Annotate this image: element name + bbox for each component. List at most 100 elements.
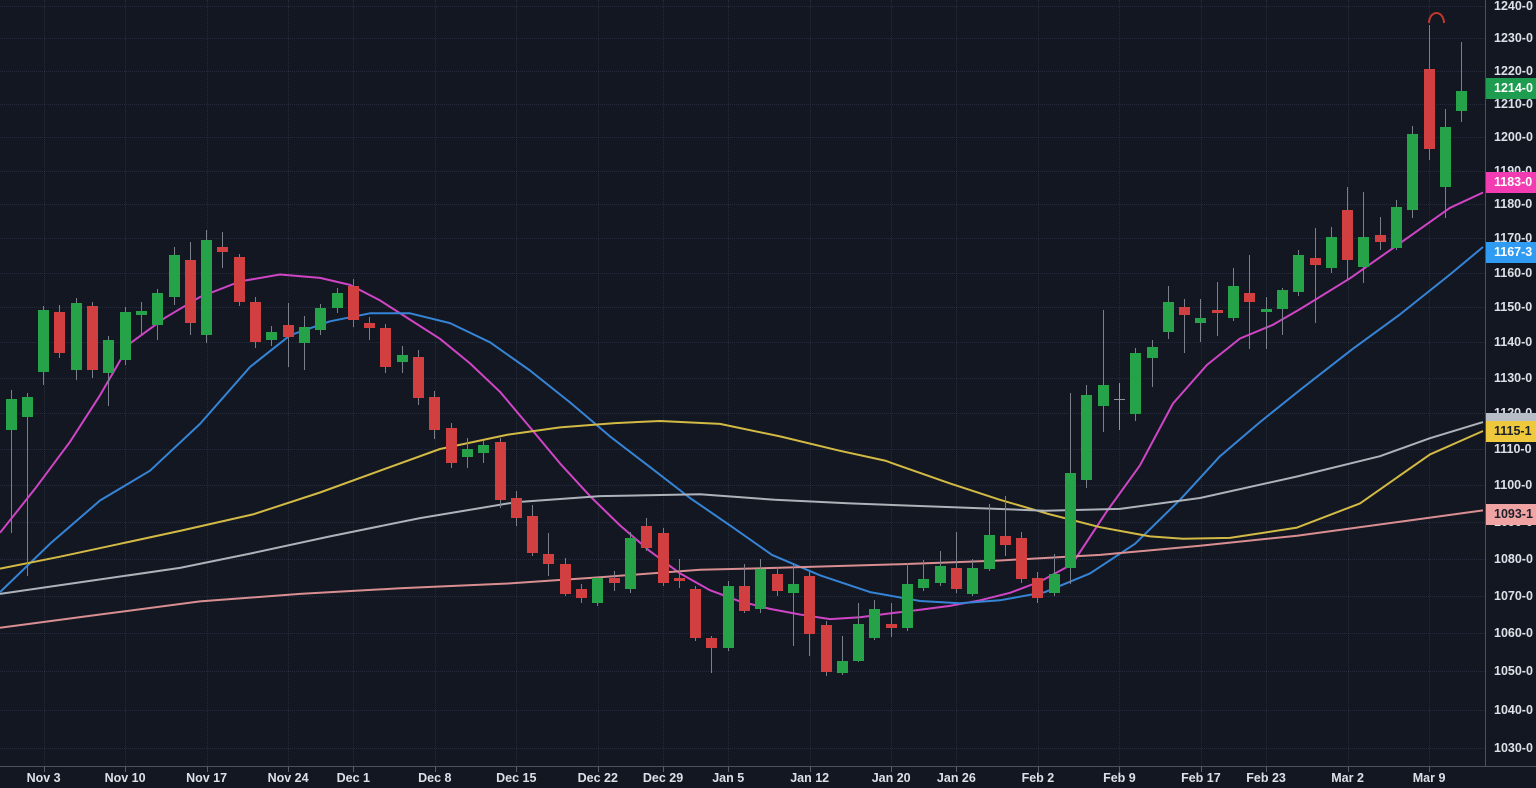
time-tick [353,767,355,772]
candle-wick [1281,287,1283,335]
candle-wick [1314,228,1316,324]
time-tick-label: Mar 2 [1331,771,1364,785]
candle-body [1260,309,1272,313]
date-gridline [434,0,436,766]
candle-nov-7 [103,0,115,766]
time-tick [956,767,958,772]
candle-feb-26 [1309,0,1321,766]
candle-dec-15 [510,0,522,766]
time-tick-label: Feb 17 [1181,771,1221,785]
candle-body [1342,210,1354,261]
ma-mid-value: 1167-3 [1486,242,1536,264]
date-gridline [516,0,518,766]
candle-dec-11 [478,0,490,766]
candle-body [739,585,750,611]
candle-body [836,660,848,673]
candle-body [559,563,571,594]
candle-dec-30 [673,0,685,766]
date-gridline [206,0,208,766]
candle-body [315,308,327,331]
price-axis[interactable]: 1240-0 1230-0 1220-0 1210-0 1200-0 1190-0 1180… [1485,0,1536,766]
arc-annotation[interactable] [1428,12,1445,24]
price-tick-label: 1110-0 [1494,442,1532,456]
candle-nov-25 [298,0,310,766]
candle-wick [369,317,371,341]
time-tick [728,767,730,772]
candle-body [1407,134,1419,211]
candle-jan-26 [950,0,962,766]
date-gridline [1347,0,1349,766]
date-gridline [597,0,599,766]
candle-jan-8 [771,0,783,766]
candle-dec-5 [413,0,424,766]
candle-body [592,577,604,603]
candle-body [1113,398,1125,400]
candle-body [885,623,897,628]
price-tick-label: 1140-0 [1494,335,1533,350]
price-gridline [0,71,1485,73]
candle-body [722,585,734,648]
candle-mar-10 [1439,0,1451,766]
candle-nov-12 [152,0,164,766]
ma-slow-line [0,420,1484,570]
price-gridline [0,137,1485,139]
time-tick-label: Dec 15 [496,771,537,785]
candle-body [1456,90,1468,111]
candle-body [331,292,343,309]
candle-body [576,588,587,598]
candle-feb-4 [1065,0,1076,766]
candle-body [494,442,506,501]
price-tick-label: 1200-0 [1494,130,1533,145]
price-gridline [0,633,1485,635]
candle-body [608,577,620,583]
candle-body [54,312,66,354]
candle-body [771,573,783,591]
ma-fast-value: 1183-0 [1486,171,1536,193]
candle-wick [792,563,794,646]
price-tick-label: 1170-0 [1494,231,1533,246]
date-gridline [1037,0,1039,766]
candle-body [87,306,98,371]
date-gridline [1266,0,1268,766]
time-tick-label: Nov 3 [26,771,61,785]
candle-jan-9 [787,0,799,766]
candle-dec-2 [364,0,376,766]
candle-body [364,323,376,329]
candle-nov-5 [70,0,82,766]
candle-oct-31 [21,0,33,766]
date-gridline [1119,0,1121,766]
time-tick [1037,767,1039,772]
price-gridline [0,204,1485,206]
candle-nov-24 [282,0,294,766]
candle-feb-2 [1032,0,1044,766]
candle-body [1358,237,1370,268]
candle-mar-3 [1358,0,1370,766]
time-tick-label: Dec 8 [418,771,452,785]
time-tick-label: Dec 1 [336,771,370,785]
price-chart-area[interactable] [0,0,1485,766]
candle-mar-5 [1391,0,1402,766]
candle-feb-12 [1162,0,1174,766]
time-tick-label: Feb 9 [1103,771,1136,785]
time-tick [288,767,290,772]
candle-jan-14 [836,0,848,766]
candle-jan-28 [983,0,995,766]
price-gridline [0,6,1485,7]
candle-feb-9 [1113,0,1125,766]
candle-feb-3 [1048,0,1060,766]
price-tick-label: 1050-0 [1494,664,1533,679]
candle-mar-4 [1374,0,1386,766]
candle-nov-28 [331,0,343,766]
candle-feb-23 [1260,0,1272,766]
candle-jan-2 [706,0,718,766]
candle-body [478,445,490,454]
time-axis[interactable]: Nov 3 Nov 10 Nov 17 Nov 24 Dec 1 Dec 8 Dec 15 D… [0,766,1536,788]
price-gridline [0,307,1485,309]
candle-wick [1216,282,1218,336]
time-tick [1429,767,1431,772]
date-gridline [809,0,811,766]
candle-feb-19 [1228,0,1239,766]
price-tick-label: 1130-0 [1494,370,1533,385]
candle-wick [1151,340,1153,388]
